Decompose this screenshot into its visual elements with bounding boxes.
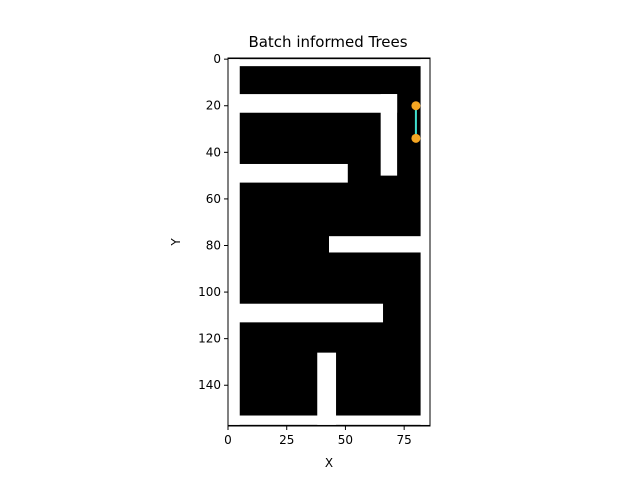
free-region	[237, 303, 384, 323]
chart-title: Batch informed Trees	[248, 33, 408, 51]
y-tick-label: 80	[206, 238, 221, 252]
y-tick-label: 0	[213, 52, 221, 66]
x-axis-ticks: 0 25 50 75	[224, 426, 412, 447]
axes-frame	[227, 57, 431, 427]
y-tick-label: 40	[206, 145, 221, 159]
free-region	[228, 59, 430, 67]
tree-node	[411, 101, 421, 111]
x-tick-label: 75	[397, 433, 412, 447]
y-tick-label: 20	[206, 99, 221, 113]
free-region	[380, 94, 398, 176]
y-tick-label: 120	[198, 332, 221, 346]
free-region	[228, 59, 240, 425]
tree-nodes	[411, 101, 421, 143]
free-region	[237, 163, 348, 183]
y-tick-label: 60	[206, 192, 221, 206]
x-tick-label: 25	[279, 433, 294, 447]
y-axis-ticks: 0 20 40 60 80 100 120 140	[198, 52, 228, 392]
tree-node	[411, 133, 421, 143]
x-tick-label: 50	[338, 433, 353, 447]
x-tick-label: 0	[224, 433, 232, 447]
free-region	[329, 236, 430, 253]
free-region	[317, 352, 337, 425]
y-tick-label: 140	[198, 378, 221, 392]
x-axis-label: X	[325, 456, 333, 470]
y-axis-label: Y	[169, 238, 183, 247]
y-tick-label: 100	[198, 285, 221, 299]
free-region	[237, 94, 398, 113]
occupancy-map	[228, 58, 430, 426]
